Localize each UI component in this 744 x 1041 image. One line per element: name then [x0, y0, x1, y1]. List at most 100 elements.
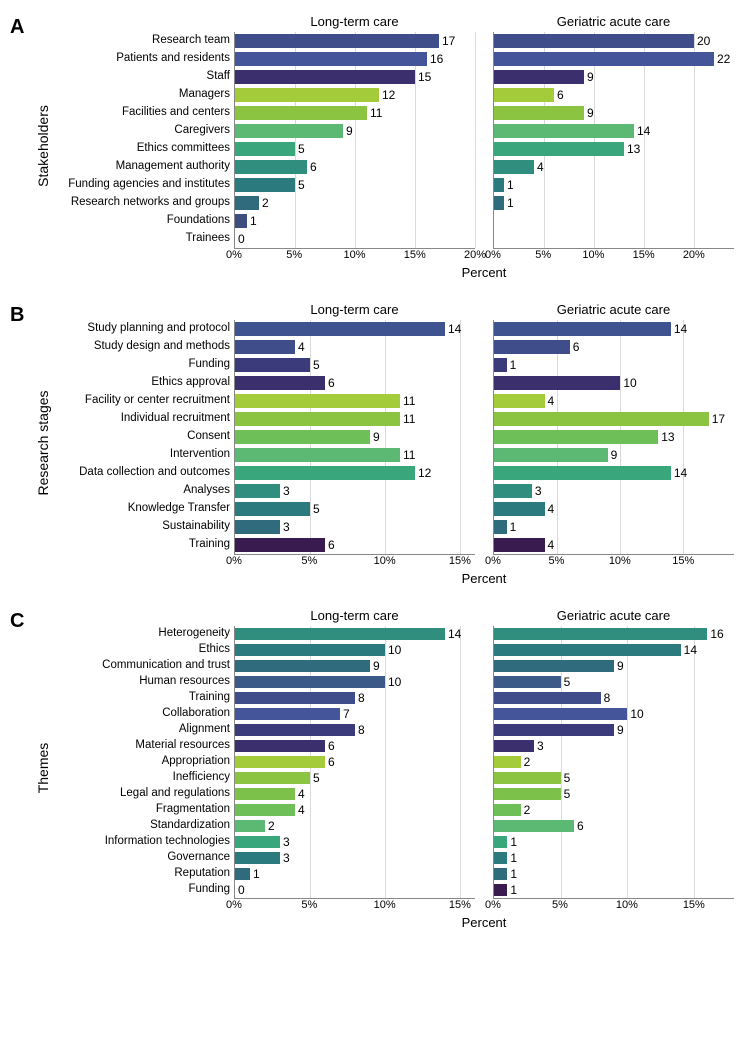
bar-row: 6: [235, 738, 475, 754]
bar-value-label: 8: [601, 691, 611, 705]
bar-row: 1: [494, 176, 734, 194]
bar-row: 4: [494, 392, 734, 410]
bar: [235, 538, 325, 552]
bar-value-label: 12: [379, 88, 395, 102]
bar-row: 17: [494, 410, 734, 428]
x-axis-title: Percent: [234, 915, 734, 930]
bar-value-label: 3: [280, 851, 290, 865]
bar: [235, 340, 295, 354]
bar: [494, 520, 507, 534]
bar-value-label: 14: [445, 322, 461, 336]
bar: [494, 836, 507, 848]
bar: [494, 804, 521, 816]
bar-row: 1: [494, 356, 734, 374]
facet-title: Long-term care: [234, 12, 475, 32]
panel-A: AStakeholdersResearch teamPatients and r…: [10, 12, 734, 280]
x-tick-label: 10%: [343, 249, 365, 261]
bar-value-label: 4: [295, 803, 305, 817]
bar-row: 2: [494, 802, 734, 818]
bar-value-label: 1: [507, 835, 517, 849]
bar-value-label: 9: [370, 430, 380, 444]
bar-value-label: 2: [265, 819, 275, 833]
category-labels: Research teamPatients and residentsStaff…: [52, 12, 234, 280]
category-label: Fragmentation: [52, 802, 230, 818]
bar: [235, 852, 280, 864]
bar: [494, 34, 694, 48]
y-axis-title: Stakeholders: [35, 105, 51, 187]
bar: [235, 430, 370, 444]
x-axis: 0%5%10%15%: [234, 555, 475, 569]
bar: [235, 502, 310, 516]
bar: [494, 538, 545, 552]
category-label: Trainees: [52, 230, 230, 248]
plot-region: 146110417139143414: [493, 320, 734, 555]
category-label: Foundations: [52, 212, 230, 230]
x-tick-label: 0%: [226, 249, 242, 261]
category-label: Consent: [52, 428, 230, 446]
category-label: Communication and trust: [52, 658, 230, 674]
x-tick-label: 20%: [683, 249, 705, 261]
bar-value-label: 1: [507, 358, 517, 372]
bar-row: 5: [235, 356, 475, 374]
bar-row: 12: [235, 86, 475, 104]
bar-value-label: 1: [504, 178, 514, 192]
bar-row: 8: [235, 722, 475, 738]
bar-row: 2: [235, 818, 475, 834]
bar-row: 16: [235, 50, 475, 68]
bar-value-label: 4: [545, 502, 555, 516]
bar-value-label: 9: [370, 659, 380, 673]
x-axis-title: Percent: [234, 265, 734, 280]
x-axis: 0%5%10%15%20%: [234, 249, 475, 263]
category-label: Patients and residents: [52, 50, 230, 68]
category-labels: HeterogeneityEthicsCommunication and tru…: [52, 606, 234, 930]
bar-row: 6: [494, 338, 734, 356]
category-label: Legal and regulations: [52, 786, 230, 802]
plot-region: 17161512119565210: [234, 32, 475, 249]
bar-row: 1: [494, 834, 734, 850]
plot-region: 14109108786654423310: [234, 626, 475, 899]
bar: [494, 756, 521, 768]
y-axis-title: Themes: [35, 743, 51, 794]
category-label: Funding: [52, 882, 230, 898]
category-labels: Study planning and protocolStudy design …: [52, 300, 234, 586]
bar-value-label: 0: [235, 232, 245, 246]
category-label: Funding: [52, 356, 230, 374]
bar-value-label: 1: [247, 214, 257, 228]
bar-row: 9: [235, 122, 475, 140]
bar-row: 1: [494, 850, 734, 866]
bar: [235, 142, 295, 156]
bar-row: 6: [235, 158, 475, 176]
bar-row: 12: [235, 464, 475, 482]
bar-value-label: 1: [507, 520, 517, 534]
x-tick-label: 0%: [485, 899, 501, 911]
category-label: Human resources: [52, 674, 230, 690]
x-tick-label: 5%: [535, 249, 551, 261]
bar-value-label: 4: [295, 340, 305, 354]
bar: [235, 214, 247, 228]
bar: [235, 788, 295, 800]
bar-value-label: 6: [325, 538, 335, 552]
bar-value-label: 17: [439, 34, 455, 48]
category-label: Material resources: [52, 738, 230, 754]
bar: [235, 178, 295, 192]
bar: [494, 788, 561, 800]
bar-value-label: 5: [310, 502, 320, 516]
category-label: Analyses: [52, 482, 230, 500]
category-label: Study design and methods: [52, 338, 230, 356]
bar-row: 5: [494, 770, 734, 786]
x-tick-label: 10%: [374, 899, 396, 911]
bar-row: 3: [235, 482, 475, 500]
bar-value-label: 16: [427, 52, 443, 66]
bar-value-label: 9: [614, 723, 624, 737]
bar-row: 20: [494, 32, 734, 50]
category-label: Intervention: [52, 446, 230, 464]
bar-value-label: 9: [608, 448, 618, 462]
panel-letter: B: [10, 300, 34, 586]
bar-row: 8: [235, 690, 475, 706]
bar: [494, 772, 561, 784]
bar-row: [494, 212, 734, 230]
x-tick-label: 5%: [552, 899, 568, 911]
bar-value-label: 12: [415, 466, 431, 480]
bar: [494, 448, 608, 462]
bar-row: 2: [235, 194, 475, 212]
